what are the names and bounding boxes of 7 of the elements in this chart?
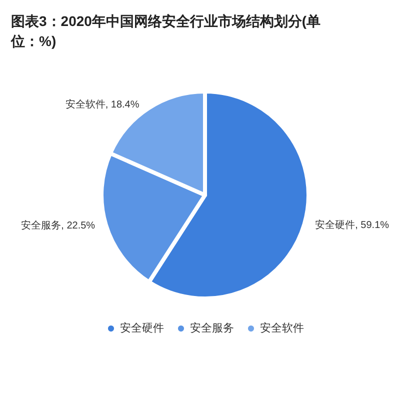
data-label: 安全服务, 22.5%: [21, 219, 96, 232]
legend-label: 安全服务: [190, 322, 234, 334]
legend-label: 安全软件: [260, 322, 304, 334]
data-label: 安全软件, 18.4%: [65, 98, 140, 111]
data-label: 安全硬件, 59.1%: [315, 218, 390, 231]
legend-label: 安全硬件: [120, 322, 164, 334]
chart-title: 图表3：2020年中国网络安全行业市场结构划分(单位：%): [10, 13, 321, 49]
